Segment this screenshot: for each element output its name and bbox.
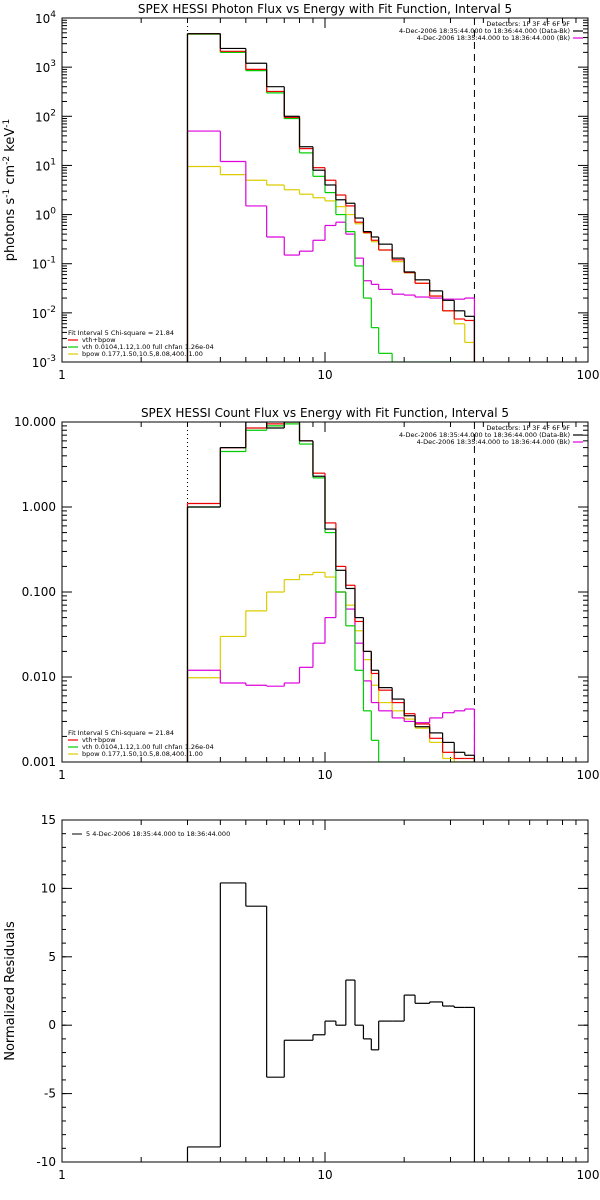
x-tick-label: 1 (58, 768, 66, 782)
x-tick-label: 100 (577, 1168, 600, 1182)
count-title: SPEX HESSI Count Flux vs Energy with Fit… (141, 406, 509, 420)
y-tick-exp: -2 (47, 305, 56, 315)
y-tick-exp: 0 (50, 207, 56, 217)
legend-entry: vth+bpow (82, 736, 116, 744)
legend-entry: Fit Interval 5 Chi-square = 21.84 (68, 729, 174, 737)
y-tick-label: 1.000 (22, 500, 56, 514)
y-tick-base: 10 (32, 258, 47, 272)
count-legend-top: Detectors: 1F 3F 4F 6F 9F4-Dec-2006 18:3… (399, 424, 583, 446)
y-tick-label: 0 (48, 1018, 56, 1032)
photon-legend-top: Detectors: 1F 3F 4F 6F 9F4-Dec-2006 18:3… (399, 20, 583, 42)
y-tick-exp: 4 (50, 10, 56, 20)
y-tick-exp: 3 (50, 59, 56, 69)
y-tick-base: 10 (35, 61, 50, 75)
y-tick-label: 5 (48, 950, 56, 964)
y-tick-label: 102 (35, 108, 56, 124)
residual-legend-top: 5 4-Dec-2006 18:35:44.000 to 18:36:44.00… (72, 830, 230, 838)
y-tick-base: 10 (32, 356, 47, 370)
photon-legend-bottom: Fit Interval 5 Chi-square = 21.84vth+bpo… (68, 329, 214, 358)
ylabel-part: keV (3, 128, 18, 156)
ylabel-part: -1 (2, 119, 12, 128)
y-tick-label: 10-3 (32, 354, 56, 370)
legend-entry: bpow 0.177,1.50,10.5,8.08,400.,1.00 (82, 750, 203, 758)
x-tick-label: 100 (577, 768, 600, 782)
count-series-vth (186, 423, 475, 762)
count-frame (61, 421, 589, 763)
x-tick-label: 1 (58, 368, 66, 382)
y-tick-label: -5 (44, 1087, 56, 1101)
ylabel-part: -2 (2, 156, 12, 165)
y-tick-exp: -3 (47, 354, 56, 364)
y-tick-label: 0.100 (22, 585, 56, 599)
photon-series-bk (186, 130, 476, 362)
x-tick-label: 10 (317, 1168, 332, 1182)
residual-ylabel: Normalized Residuals (3, 921, 18, 1061)
photon-series-group (186, 33, 476, 362)
y-tick-exp: 1 (50, 157, 56, 167)
x-tick-label: 100 (577, 368, 600, 382)
photon-series-vth (186, 33, 475, 362)
residual-panel: Normalized Residuals 1 10 100 -10 -5 0 5 10 15 5 4… (3, 813, 599, 1182)
legend-entry: Detectors: 1F 3F 4F 6F 9F (486, 424, 570, 432)
y-tick-base: 10 (35, 209, 50, 223)
count-series-data (186, 422, 476, 762)
y-tick-exp: 2 (50, 108, 56, 118)
y-tick-label: 100 (35, 207, 56, 223)
legend-entry: vth 0.0104,1.12,1.00 full chfan 1.26e-04 (82, 343, 214, 351)
legend-entry: vth 0.0104,1.12,1.00 full chfan 1.26e-04 (82, 743, 214, 751)
legend-entry: Fit Interval 5 Chi-square = 21.84 (68, 329, 174, 337)
photon-title: SPEX HESSI Photon Flux vs Energy with Fi… (138, 2, 512, 16)
legend-entry: 4-Dec-2006 18:35:44.000 to 18:36:44.000 … (417, 438, 570, 446)
y-tick-label: 0.010 (22, 670, 56, 684)
legend-entry: 4-Dec-2006 18:35:44.000 to 18:36:44.000 … (417, 34, 570, 42)
y-tick-label: 10.000 (14, 415, 56, 429)
legend-entry: 4-Dec-2006 18:35:44.000 to 18:36:44.000 … (399, 431, 570, 439)
count-legend-bottom: Fit Interval 5 Chi-square = 21.84vth+bpo… (68, 729, 214, 758)
y-tick-label: 101 (35, 157, 56, 173)
y-tick-base: 10 (32, 307, 47, 321)
photon-panel: SPEX HESSI Photon Flux vs Energy with Fi… (2, 2, 599, 382)
count-panel: SPEX HESSI Count Flux vs Energy with Fit… (14, 406, 599, 782)
x-tick-label: 1 (58, 1168, 66, 1182)
y-tick-label: 103 (35, 59, 56, 75)
ylabel-part: -1 (2, 189, 12, 198)
legend-entry: Detectors: 1F 3F 4F 6F 9F (486, 20, 570, 28)
y-tick-base: 10 (35, 159, 50, 173)
y-tick-label: 10 (41, 881, 56, 895)
photon-ylabel: photons s-1 cm-2 keV-1 (2, 119, 18, 261)
y-tick-base: 10 (35, 110, 50, 124)
ylabel-part: photons s (3, 198, 18, 262)
legend-entry: vth+bpow (82, 336, 116, 344)
y-tick-label: 10-1 (32, 256, 56, 272)
y-tick-base: 10 (35, 12, 50, 26)
photon-series-data (186, 33, 476, 362)
count-series-bpow (186, 571, 475, 762)
residual-frame (61, 819, 589, 1163)
y-tick-label: 10-2 (32, 305, 56, 321)
legend-entry: 5 4-Dec-2006 18:35:44.000 to 18:36:44.00… (86, 830, 230, 838)
count-series-bk (186, 591, 476, 762)
photon-series-total (186, 33, 476, 362)
legend-entry: bpow 0.177,1.50,10.5,8.08,400.,1.00 (82, 350, 203, 358)
photon-frame (61, 17, 589, 363)
residual-series-residuals (186, 882, 476, 1162)
y-tick-label: -10 (36, 1155, 56, 1169)
count-series-total (186, 422, 476, 762)
x-tick-label: 10 (317, 368, 332, 382)
legend-entry: 4-Dec-2006 18:35:44.000 to 18:36:44.000 … (399, 27, 570, 35)
residual-series-group (186, 882, 476, 1162)
x-tick-label: 10 (317, 768, 332, 782)
ylabel-part: cm (3, 165, 18, 189)
y-tick-label: 0.001 (22, 755, 56, 769)
photon-series-bpow (186, 165, 476, 362)
y-tick-label: 15 (41, 813, 56, 827)
count-series-group (186, 422, 476, 762)
y-tick-label: 104 (35, 10, 56, 26)
y-tick-exp: -1 (47, 256, 56, 266)
